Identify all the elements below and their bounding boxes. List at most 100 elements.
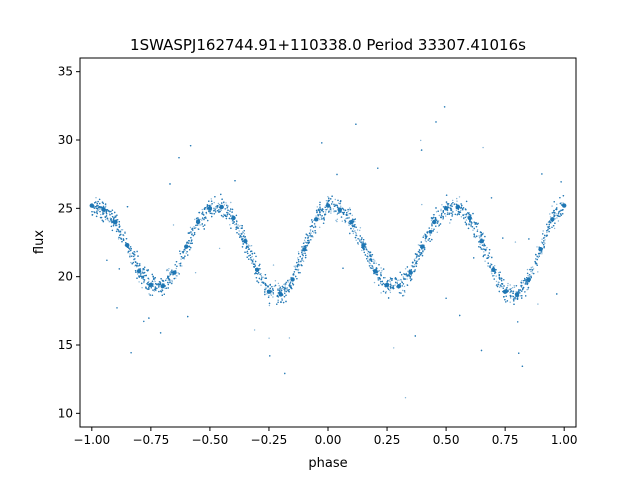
data-point — [335, 219, 337, 222]
data-point — [297, 257, 299, 259]
data-point — [352, 228, 355, 230]
data-point — [438, 214, 440, 217]
data-point — [134, 258, 136, 260]
data-point — [478, 235, 480, 237]
data-point — [273, 285, 275, 288]
data-point — [370, 264, 372, 267]
data-point — [488, 256, 491, 258]
data-point — [266, 290, 269, 292]
data-point — [446, 211, 449, 214]
data-point — [265, 287, 268, 289]
data-point — [309, 235, 311, 238]
data-point — [229, 224, 231, 226]
data-point — [176, 275, 178, 277]
data-point — [484, 260, 486, 262]
data-point — [141, 287, 143, 289]
data-point — [471, 218, 473, 220]
data-point — [327, 203, 330, 206]
data-point — [394, 284, 396, 286]
data-point — [309, 229, 312, 231]
data-point — [152, 284, 155, 286]
data-point — [184, 249, 187, 251]
data-point — [530, 268, 533, 270]
data-point — [109, 217, 112, 219]
data-point — [245, 238, 247, 240]
data-point — [201, 219, 203, 221]
data-point — [438, 225, 440, 227]
data-point — [319, 218, 321, 221]
data-point — [293, 265, 295, 267]
data-point — [402, 276, 404, 278]
data-point — [436, 231, 438, 233]
data-point — [143, 280, 145, 283]
data-point — [556, 217, 558, 219]
data-point — [456, 200, 458, 202]
data-point — [354, 221, 356, 223]
data-point — [330, 210, 332, 212]
data-point — [153, 290, 155, 292]
data-point — [260, 284, 262, 286]
data-point — [108, 221, 110, 223]
data-point — [452, 199, 454, 202]
data-point — [553, 213, 555, 216]
data-point — [555, 214, 557, 217]
data-point — [440, 210, 442, 212]
data-point — [414, 264, 416, 266]
data-point — [509, 284, 511, 286]
data-point — [295, 265, 297, 267]
data-point — [513, 286, 516, 288]
data-point — [270, 293, 272, 295]
data-point — [319, 226, 321, 228]
data-point — [171, 279, 173, 282]
data-point — [104, 208, 106, 210]
data-point — [252, 262, 254, 264]
data-point — [252, 258, 255, 260]
data-point — [354, 230, 356, 232]
data-point — [318, 217, 320, 219]
data-point — [277, 299, 279, 301]
data-point — [281, 297, 283, 300]
data-point — [353, 230, 355, 233]
data-point — [479, 241, 481, 243]
data-point — [537, 303, 539, 305]
data-point — [170, 272, 172, 274]
data-point — [474, 236, 477, 239]
data-point — [153, 279, 156, 281]
data-point — [420, 139, 422, 142]
data-point — [205, 213, 208, 215]
data-point — [313, 219, 315, 222]
data-point — [330, 212, 332, 214]
data-point — [388, 280, 390, 282]
data-point — [404, 397, 407, 399]
data-point — [270, 289, 272, 292]
data-point — [389, 281, 392, 283]
data-point — [300, 259, 303, 261]
data-point — [148, 280, 150, 283]
data-point — [333, 210, 335, 212]
data-point — [249, 245, 251, 247]
data-point — [260, 275, 262, 277]
data-point — [154, 280, 156, 283]
data-point — [283, 283, 285, 286]
data-point — [345, 217, 347, 220]
data-point — [349, 221, 352, 224]
data-point — [466, 215, 468, 218]
data-point — [519, 295, 522, 297]
data-point — [136, 266, 138, 268]
data-point — [148, 283, 150, 285]
data-point — [277, 288, 279, 290]
data-point — [225, 202, 227, 204]
data-point — [539, 248, 542, 250]
data-point — [227, 205, 229, 207]
data-point — [495, 280, 498, 283]
data-point — [318, 213, 320, 216]
data-point — [308, 235, 310, 237]
data-point — [238, 230, 240, 232]
data-point — [460, 216, 463, 218]
data-point — [217, 202, 220, 205]
data-point — [347, 221, 350, 224]
data-point — [355, 239, 357, 241]
data-point — [138, 268, 140, 270]
data-point — [322, 208, 325, 211]
data-point — [481, 237, 483, 240]
